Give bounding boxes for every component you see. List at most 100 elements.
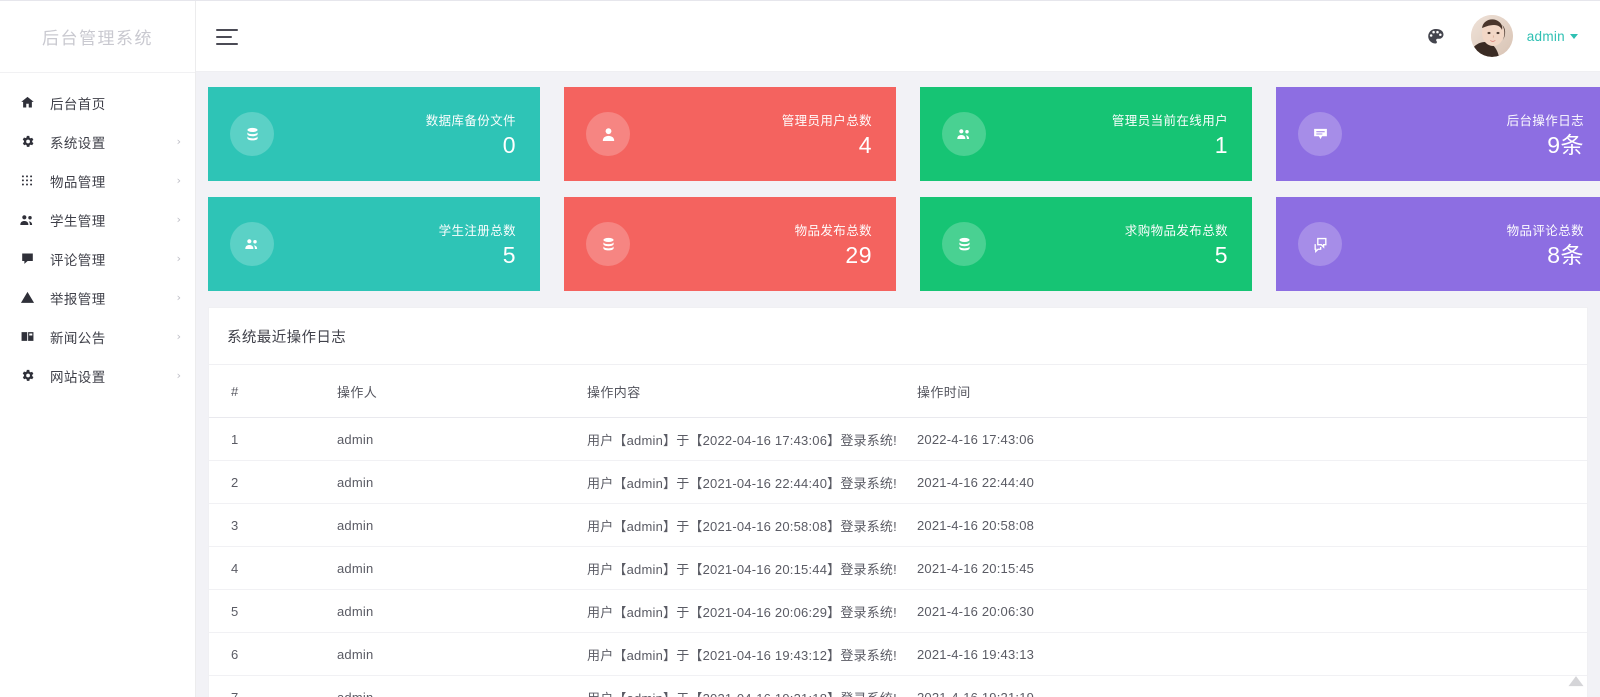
gear-icon [16, 365, 38, 387]
cell-user: admin [329, 546, 579, 590]
chevron-right-icon: › [176, 291, 181, 304]
stat-card-title: 后台操作日志 [1506, 113, 1584, 128]
cell-content: 用户【admin】于【2021-04-16 22:44:40】登录系统! [579, 460, 909, 504]
sidebar-item-7[interactable]: 新闻公告 › [0, 317, 195, 356]
users-icon [230, 222, 274, 266]
cell-time: 2021-4-16 20:15:45 [909, 546, 1587, 590]
panel-title: 系统最近操作日志 [209, 308, 1587, 365]
content-area: 数据库备份文件 0 管理员用户总数 4 管理员当前在线用户 1 后台操作日志 9条 学生注册总… [196, 72, 1600, 697]
user-name-label: admin [1526, 28, 1565, 44]
sidebar-item-6[interactable]: 举报管理 › [0, 278, 195, 317]
chevron-down-icon [1570, 33, 1578, 39]
sidebar-item-2[interactable]: 系统设置 › [0, 122, 195, 161]
cell-time: 2021-4-16 20:58:08 [909, 503, 1587, 547]
comment-icon [16, 248, 38, 270]
table-row[interactable]: 4 admin 用户【admin】于【2021-04-16 20:15:44】登录系… [209, 546, 1587, 590]
sidebar-item-label: 网站设置 [50, 369, 106, 385]
cell-user: admin [329, 503, 579, 547]
table-row[interactable]: 1 admin 用户【admin】于【2022-04-16 17:43:06】登录系… [209, 417, 1587, 461]
cell-index: 3 [209, 503, 329, 547]
stat-card-value: 29 [845, 241, 872, 268]
cell-content: 用户【admin】于【2021-04-16 20:58:08】登录系统! [579, 503, 909, 547]
stat-card-title: 学生注册总数 [438, 223, 516, 238]
sidebar-item-8[interactable]: 网站设置 › [0, 356, 195, 395]
cell-index: 7 [209, 675, 329, 697]
log-icon [1298, 112, 1342, 156]
cell-content: 用户【admin】于【2021-04-16 19:43:12】登录系统! [579, 632, 909, 676]
sidebar-item-label: 学生管理 [50, 213, 106, 229]
sidebar-item-4[interactable]: 学生管理 › [0, 200, 195, 239]
stat-card-row1-1[interactable]: 数据库备份文件 0 [208, 87, 540, 181]
main-area: admin 数据库备份文件 0 管理员用户总数 4 管理员当前在线用户 1 后台操作日志 9条… [196, 1, 1600, 697]
stat-card-title: 求购物品发布总数 [1124, 223, 1228, 238]
stat-cards-row-2: 学生注册总数 5 物品发布总数 29 求购物品发布总数 5 物品评论总数 8条 [208, 197, 1600, 291]
sidebar-item-label: 举报管理 [50, 291, 106, 307]
cell-content: 用户【admin】于【2022-04-16 17:43:06】登录系统! [579, 417, 909, 461]
sidebar: 后台管理系统 后台首页 系统设置 › 物品管理 › 学生管理 › 评论管理 › 举报管理 › 新闻公告… [0, 1, 196, 697]
users-icon [16, 209, 38, 231]
stat-card-row1-3[interactable]: 管理员当前在线用户 1 [920, 87, 1252, 181]
cell-content: 用户【admin】于【2021-04-16 20:06:29】登录系统! [579, 589, 909, 633]
cell-index: 6 [209, 632, 329, 676]
news-icon [16, 326, 38, 348]
stat-card-row2-4[interactable]: 物品评论总数 8条 [1276, 197, 1600, 291]
cell-time: 2021-4-16 20:06:30 [909, 589, 1587, 633]
chevron-right-icon: › [176, 369, 181, 382]
stat-card-value: 4 [858, 131, 872, 158]
col-header-user[interactable]: 操作人 [329, 365, 579, 418]
avatar[interactable] [1470, 15, 1513, 57]
col-header-content[interactable]: 操作内容 [579, 365, 909, 418]
stat-card-value: 1 [1214, 131, 1228, 158]
sidebar-item-1[interactable]: 后台首页 [0, 83, 195, 122]
palette-icon[interactable] [1423, 23, 1449, 49]
sidebar-item-label: 评论管理 [50, 252, 106, 268]
table-row[interactable]: 7admin用户【admin】于【2021-04-16 19:21:18】登录系… [209, 675, 1587, 697]
logs-table-body: 1 admin 用户【admin】于【2022-04-16 17:43:06】登录系… [209, 417, 1587, 697]
table-row[interactable]: 3 admin 用户【admin】于【2021-04-16 20:58:08】登录系… [209, 503, 1587, 547]
chat-icon [1298, 222, 1342, 266]
gear-icon [16, 131, 38, 153]
sidebar-item-5[interactable]: 评论管理 › [0, 239, 195, 278]
stat-cards: 数据库备份文件 0 管理员用户总数 4 管理员当前在线用户 1 后台操作日志 9条 学生注册总… [196, 82, 1600, 291]
home-icon [16, 92, 38, 114]
user-menu[interactable]: admin [1527, 29, 1578, 44]
cell-user: admin [329, 417, 579, 461]
col-header-time[interactable]: 操作时间 [909, 365, 1587, 418]
stat-card-title: 物品发布总数 [794, 223, 872, 238]
cell-content: 用户【admin】于【2021-04-16 19:21:18】登录系统! [579, 675, 909, 697]
sidebar-item-3[interactable]: 物品管理 › [0, 161, 195, 200]
col-header-index[interactable]: # [209, 365, 329, 418]
chevron-right-icon: › [176, 174, 181, 187]
cell-index: 2 [209, 460, 329, 504]
stat-card-row2-3[interactable]: 求购物品发布总数 5 [920, 197, 1252, 291]
stat-card-title: 管理员当前在线用户 [1111, 113, 1228, 128]
stat-card-row2-2[interactable]: 物品发布总数 29 [564, 197, 896, 291]
stat-card-title: 管理员用户总数 [781, 113, 872, 128]
stat-card-row1-2[interactable]: 管理员用户总数 4 [564, 87, 896, 181]
table-row[interactable]: 2 admin 用户【admin】于【2021-04-16 22:44:40】登录系… [209, 460, 1587, 504]
stat-card-value: 5 [1214, 241, 1228, 268]
cell-time: 2021-4-16 22:44:40 [909, 460, 1587, 504]
sidebar-item-label: 新闻公告 [50, 330, 106, 346]
hamburger-icon[interactable] [216, 23, 242, 49]
stat-card-value: 9条 [1547, 131, 1584, 158]
sidebar-item-label: 物品管理 [50, 174, 106, 190]
database-icon [942, 222, 986, 266]
cell-user: admin [329, 460, 579, 504]
cell-time: 2022-4-16 17:43:06 [909, 417, 1587, 461]
table-row[interactable]: 5 admin 用户【admin】于【2021-04-16 20:06:29】登录系… [209, 589, 1587, 633]
chevron-right-icon: › [176, 252, 181, 265]
logs-table-head: # 操作人 操作内容 操作时间 [209, 365, 1587, 418]
cell-index: 4 [209, 546, 329, 590]
cell-user: admin [329, 589, 579, 633]
table-row[interactable]: 6 admin 用户【admin】于【2021-04-16 19:43:12】登录系… [209, 632, 1587, 676]
stat-card-row2-1[interactable]: 学生注册总数 5 [208, 197, 540, 291]
grid-icon [16, 170, 38, 192]
stat-card-row1-4[interactable]: 后台操作日志 9条 [1276, 87, 1600, 181]
database-icon [586, 222, 630, 266]
back-to-top-icon[interactable] [1566, 672, 1586, 692]
cell-content: 用户【admin】于【2021-04-16 20:15:44】登录系统! [579, 546, 909, 590]
cell-index: 5 [209, 589, 329, 633]
chevron-right-icon: › [176, 135, 181, 148]
cell-user: admin [329, 632, 579, 676]
